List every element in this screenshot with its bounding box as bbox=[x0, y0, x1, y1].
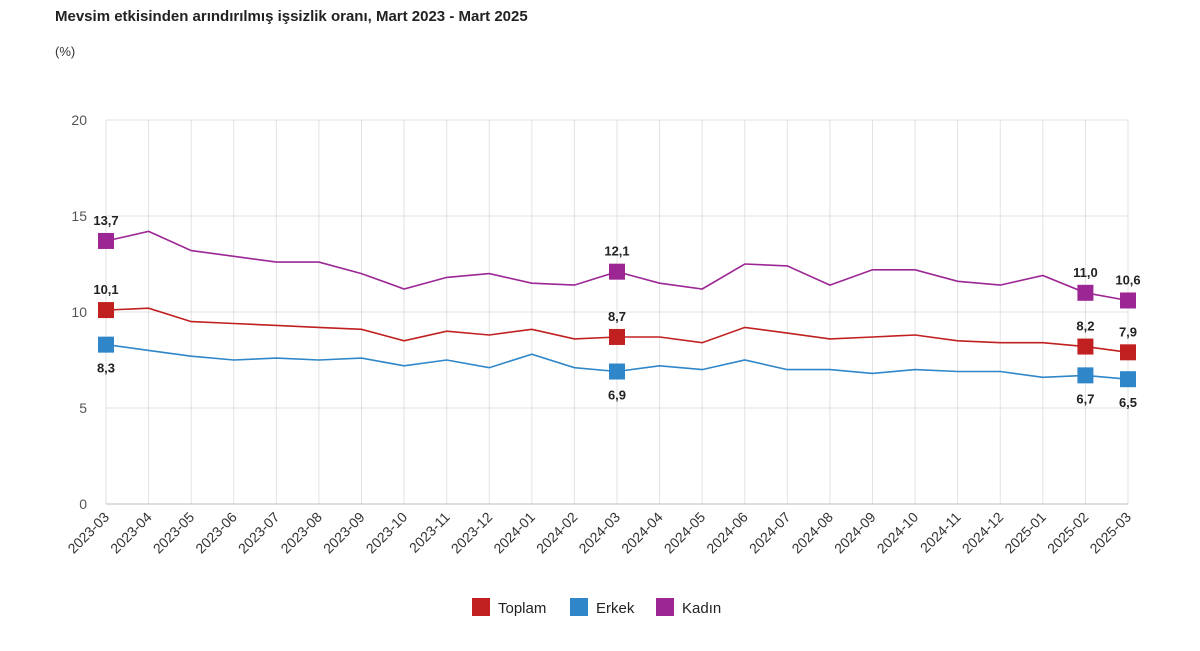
x-tick-label: 2023-08 bbox=[277, 509, 325, 557]
data-label: 13,7 bbox=[93, 213, 118, 228]
data-point-marker bbox=[98, 302, 114, 319]
y-tick-label: 20 bbox=[71, 112, 87, 128]
data-label: 12,1 bbox=[604, 244, 629, 259]
legend-label-erkek: Erkek bbox=[596, 600, 635, 617]
data-point-marker bbox=[1077, 338, 1094, 355]
legend-swatch-erkek bbox=[570, 598, 588, 616]
x-tick-label: 2024-08 bbox=[788, 509, 836, 557]
x-tick-label: 2023-06 bbox=[192, 509, 240, 557]
x-tick-label: 2023-12 bbox=[448, 509, 496, 557]
legend-swatch-kadın bbox=[656, 598, 674, 616]
data-point-marker bbox=[609, 328, 625, 345]
data-point-marker bbox=[609, 363, 625, 380]
y-tick-label: 10 bbox=[71, 304, 87, 320]
data-point-marker bbox=[1120, 371, 1136, 388]
data-point-marker bbox=[1120, 344, 1136, 361]
data-label: 6,5 bbox=[1119, 395, 1137, 410]
data-label: 11,0 bbox=[1073, 265, 1098, 280]
legend-label-kadın: Kadın bbox=[682, 600, 721, 617]
x-tick-label: 2024-02 bbox=[533, 509, 581, 557]
y-tick-label: 0 bbox=[79, 496, 87, 512]
x-tick-label: 2024-01 bbox=[490, 509, 538, 557]
data-label: 8,3 bbox=[97, 361, 115, 376]
x-tick-label: 2023-04 bbox=[107, 509, 155, 557]
x-tick-label: 2023-09 bbox=[320, 509, 368, 557]
data-label: 8,7 bbox=[608, 309, 626, 324]
data-label: 7,9 bbox=[1119, 324, 1137, 339]
legend-swatch-toplam bbox=[472, 598, 490, 616]
data-point-marker bbox=[98, 232, 114, 249]
x-tick-label: 2023-03 bbox=[64, 509, 112, 557]
data-label: 10,6 bbox=[1115, 272, 1140, 287]
data-label: 6,7 bbox=[1076, 391, 1094, 406]
data-label: 8,2 bbox=[1076, 319, 1094, 334]
x-tick-label: 2024-07 bbox=[746, 509, 794, 557]
x-tick-label: 2025-03 bbox=[1086, 509, 1134, 557]
legend-label-toplam: Toplam bbox=[498, 600, 546, 617]
x-tick-label: 2024-04 bbox=[618, 509, 666, 557]
x-tick-label: 2025-01 bbox=[1001, 509, 1049, 557]
x-tick-label: 2023-10 bbox=[363, 509, 411, 557]
data-label: 10,1 bbox=[93, 282, 118, 297]
x-tick-label: 2024-09 bbox=[831, 509, 879, 557]
x-tick-label: 2024-10 bbox=[874, 509, 922, 557]
y-tick-label: 5 bbox=[79, 400, 87, 416]
x-tick-label: 2025-02 bbox=[1044, 509, 1092, 557]
chart-unit: (%) bbox=[55, 44, 76, 59]
data-label: 6,9 bbox=[608, 388, 626, 403]
x-tick-label: 2024-05 bbox=[661, 509, 709, 557]
x-tick-label: 2024-03 bbox=[575, 509, 623, 557]
x-tick-label: 2023-05 bbox=[150, 509, 198, 557]
data-point-marker bbox=[1120, 292, 1136, 309]
y-tick-label: 15 bbox=[71, 208, 87, 224]
x-tick-label: 2023-11 bbox=[406, 509, 453, 556]
chart-title: Mevsim etkisinden arındırılmış işsizlik … bbox=[55, 8, 528, 25]
data-point-marker bbox=[1077, 284, 1094, 301]
x-tick-label: 2024-11 bbox=[917, 509, 964, 556]
x-tick-label: 2024-12 bbox=[959, 509, 1007, 557]
data-point-marker bbox=[609, 263, 625, 280]
x-tick-label: 2023-07 bbox=[235, 509, 283, 557]
data-point-marker bbox=[1077, 367, 1094, 384]
x-tick-label: 2024-06 bbox=[703, 509, 751, 557]
data-point-marker bbox=[98, 336, 114, 353]
